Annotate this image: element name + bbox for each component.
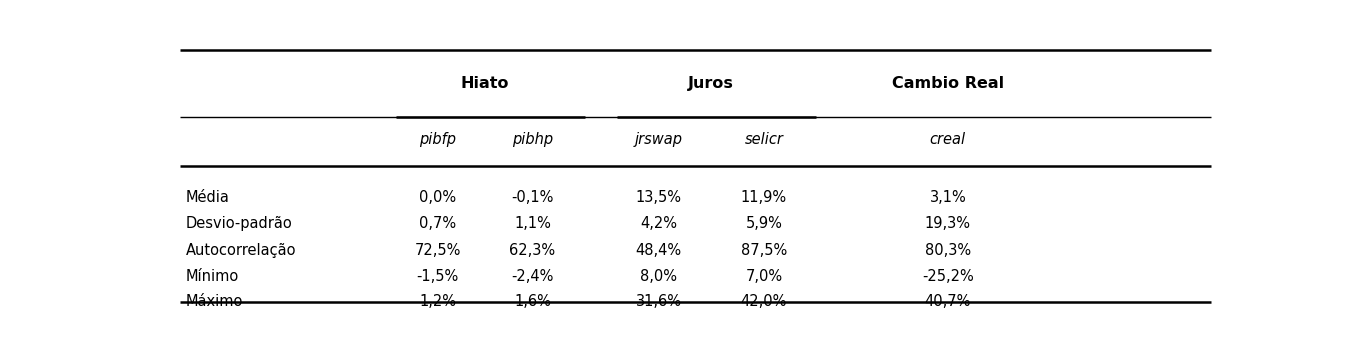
Text: 31,6%: 31,6%	[635, 294, 681, 309]
Text: Máximo: Máximo	[186, 294, 243, 309]
Text: 48,4%: 48,4%	[635, 243, 681, 258]
Text: Hiato: Hiato	[461, 76, 509, 91]
Text: creal: creal	[930, 132, 966, 147]
Text: 0,7%: 0,7%	[419, 216, 456, 231]
Text: 72,5%: 72,5%	[415, 243, 461, 258]
Text: 13,5%: 13,5%	[635, 190, 681, 205]
Text: 40,7%: 40,7%	[924, 294, 972, 309]
Text: -2,4%: -2,4%	[512, 269, 554, 284]
Text: Desvio-padrão: Desvio-padrão	[186, 216, 292, 231]
Text: 5,9%: 5,9%	[745, 216, 782, 231]
Text: 4,2%: 4,2%	[641, 216, 677, 231]
Text: pibhp: pibhp	[512, 132, 554, 147]
Text: Média: Média	[186, 190, 229, 205]
Text: -1,5%: -1,5%	[417, 269, 459, 284]
Text: 19,3%: 19,3%	[925, 216, 970, 231]
Text: 11,9%: 11,9%	[741, 190, 787, 205]
Text: 62,3%: 62,3%	[509, 243, 555, 258]
Text: 42,0%: 42,0%	[741, 294, 787, 309]
Text: 8,0%: 8,0%	[641, 269, 677, 284]
Text: pibfp: pibfp	[419, 132, 456, 147]
Text: 1,2%: 1,2%	[419, 294, 456, 309]
Text: selicr: selicr	[745, 132, 783, 147]
Text: -25,2%: -25,2%	[921, 269, 974, 284]
Text: 7,0%: 7,0%	[745, 269, 783, 284]
Text: 1,6%: 1,6%	[514, 294, 551, 309]
Text: 3,1%: 3,1%	[930, 190, 966, 205]
Text: 0,0%: 0,0%	[419, 190, 456, 205]
Text: 1,1%: 1,1%	[514, 216, 551, 231]
Text: -0,1%: -0,1%	[512, 190, 554, 205]
Text: jrswap: jrswap	[635, 132, 683, 147]
Text: 80,3%: 80,3%	[925, 243, 970, 258]
Text: Autocorrelação: Autocorrelação	[186, 243, 296, 258]
Text: Cambio Real: Cambio Real	[892, 76, 1004, 91]
Text: Juros: Juros	[688, 76, 734, 91]
Text: 87,5%: 87,5%	[741, 243, 787, 258]
Text: Mínimo: Mínimo	[186, 269, 239, 284]
